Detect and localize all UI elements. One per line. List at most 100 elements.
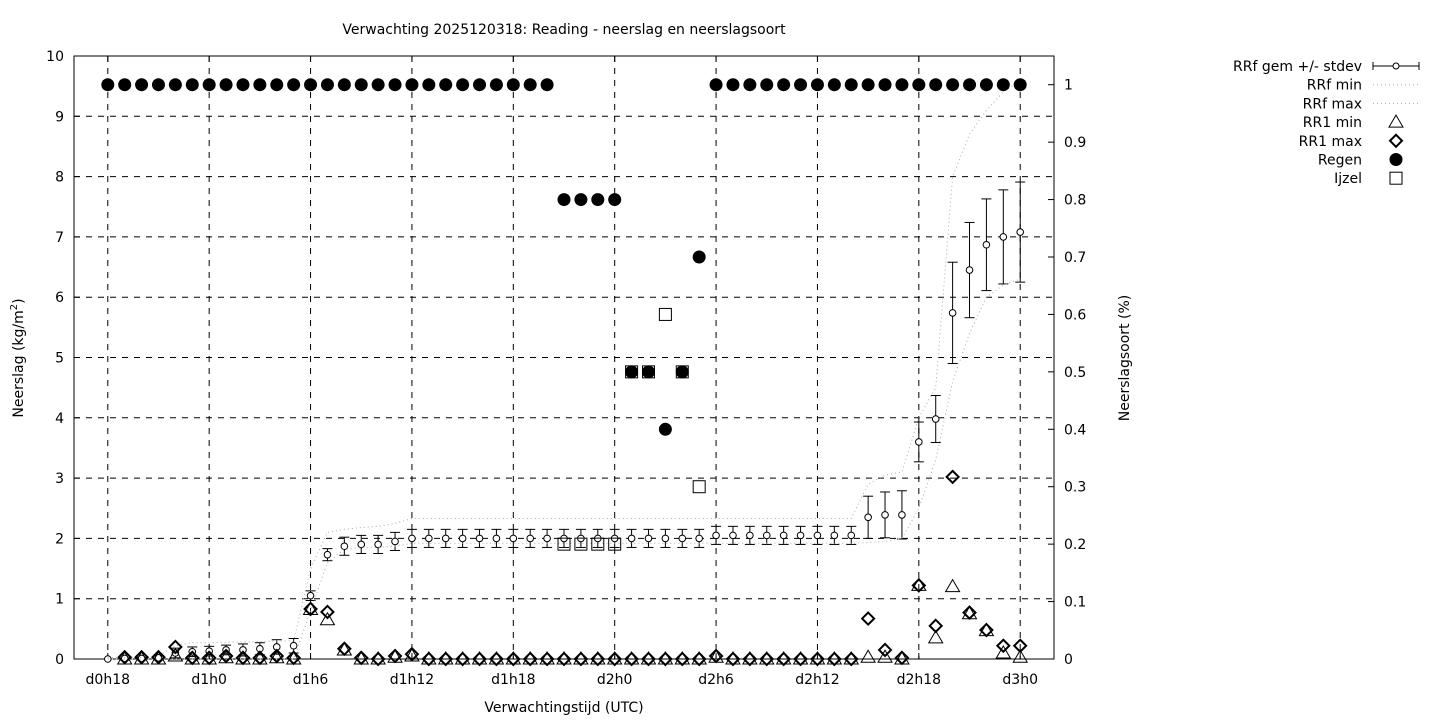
mean-marker — [374, 540, 382, 549]
grid — [74, 56, 1054, 659]
regen-marker — [506, 78, 520, 92]
regen-marker — [135, 78, 149, 92]
rr1-max-marker — [607, 651, 623, 667]
rrf-gem-stdev-point — [508, 528, 519, 548]
y-tick-label: 4 — [55, 411, 64, 427]
chart-title: Verwachting 2025120318: Reading - neersl… — [342, 22, 786, 38]
regen-marker — [219, 78, 233, 92]
regen-marker — [912, 78, 926, 92]
y-tick-label: 8 — [55, 170, 64, 186]
x-tick-label: d2h6 — [698, 672, 734, 688]
regen-marker — [388, 78, 402, 92]
mean-marker — [982, 240, 991, 249]
x-tick-label: d1h0 — [191, 672, 227, 688]
regen-marker — [1013, 78, 1027, 92]
rrf-gem-stdev-point — [322, 548, 333, 562]
regen-marker — [726, 78, 740, 92]
y-tick-label: 2 — [55, 531, 64, 547]
rrf-gem-stdev-point — [474, 528, 485, 548]
legend-label: Ijzel — [1334, 171, 1362, 187]
legend-marker — [1389, 153, 1403, 166]
regen-marker — [777, 78, 791, 92]
legend-label: RRf min — [1307, 78, 1362, 94]
mean-marker — [441, 534, 450, 543]
rrf-min-line — [107, 278, 1021, 660]
rrf-gem-stdev-point — [271, 639, 282, 655]
rr1-max-marker — [488, 651, 504, 667]
y2-tick-label: 0.8 — [1064, 193, 1086, 209]
axes: 0 1 2 3 4 5 6 7 8 9 10 0 0.1 0.2 0.3 0.4 0.5 0.6 0.7 0.8 0.9… — [46, 49, 1086, 688]
data-marks — [101, 78, 1029, 667]
regen-marker — [101, 78, 115, 92]
rrf-gem-stdev-point — [761, 525, 772, 545]
mean-marker — [543, 534, 551, 543]
rr1-max-marker — [438, 651, 454, 667]
rrf-gem-stdev-point — [981, 198, 992, 292]
regen-marker — [861, 78, 875, 92]
mean-marker — [458, 534, 467, 543]
y-tick-label: 7 — [55, 230, 64, 246]
rr1-max-marker — [235, 650, 251, 666]
rr1-max-marker — [286, 650, 302, 666]
regen-marker — [810, 78, 824, 92]
rr1-max-marker — [810, 651, 825, 667]
mean-marker — [965, 266, 974, 274]
ijzel-marker — [574, 537, 588, 551]
rrf-gem-stdev-point — [406, 528, 417, 548]
legend-label: RRf gem +/- stdev — [1233, 59, 1362, 75]
regen-marker — [878, 78, 892, 92]
rr1-max-marker — [303, 601, 318, 617]
rr1-max-marker — [472, 651, 487, 667]
rr1-max-marker — [353, 650, 369, 666]
rr1-max-marker — [556, 651, 572, 667]
rrf-gem-stdev-point — [643, 528, 654, 548]
regen-marker — [151, 78, 165, 92]
x-axis-label: Verwachtingstijd (UTC) — [484, 700, 643, 716]
ijzel-marker — [608, 537, 622, 551]
rr1-max-marker — [759, 651, 775, 667]
rrf-gem-stdev-point — [339, 536, 350, 556]
rr1-max-marker — [201, 650, 217, 666]
y-tick-label: 5 — [55, 351, 64, 367]
legend-label: Regen — [1318, 153, 1362, 169]
regen-marker — [405, 78, 419, 92]
rr1-max-marker — [455, 651, 471, 667]
mean-marker — [762, 531, 771, 540]
rr1-max-marker — [387, 648, 403, 664]
y2-tick-label: 1 — [1064, 78, 1073, 94]
mean-marker — [526, 534, 535, 543]
rr1-max-marker — [995, 638, 1011, 654]
mean-marker — [999, 233, 1008, 241]
x-tick-label: d0h18 — [86, 672, 130, 688]
mean-marker — [830, 531, 839, 540]
y-tick-label: 9 — [55, 109, 64, 125]
rr1-max-marker — [167, 639, 183, 655]
mean-marker — [661, 534, 670, 543]
regen-marker — [557, 193, 571, 207]
rrf-gem-stdev-point — [525, 528, 536, 548]
mean-marker — [509, 534, 518, 543]
regen-marker — [675, 365, 689, 379]
rr1-min-marker — [319, 611, 336, 626]
y-tick-label: 0 — [55, 652, 64, 668]
mean-marker — [289, 641, 298, 650]
regen-marker — [929, 78, 943, 92]
rrf-gem-stdev-point — [390, 531, 401, 551]
mean-marker — [847, 531, 856, 540]
rr1-max-marker — [776, 651, 792, 667]
rr1-max-marker — [911, 578, 927, 593]
regen-marker — [456, 78, 470, 92]
regen-marker — [118, 78, 132, 92]
mean-marker — [323, 550, 332, 559]
rr1-max-marker — [826, 651, 842, 667]
mean-marker — [796, 531, 805, 540]
rrf-gem-stdev-point — [998, 189, 1009, 285]
rrf-gem-stdev-point — [542, 528, 553, 548]
regen-marker — [236, 78, 250, 92]
regen-marker — [185, 78, 199, 92]
ijzel-marker — [675, 365, 689, 379]
regen-marker — [253, 78, 267, 92]
y-tick-label: 6 — [55, 290, 64, 306]
rrf-gem-stdev-point — [457, 528, 468, 548]
mean-marker — [864, 513, 872, 522]
